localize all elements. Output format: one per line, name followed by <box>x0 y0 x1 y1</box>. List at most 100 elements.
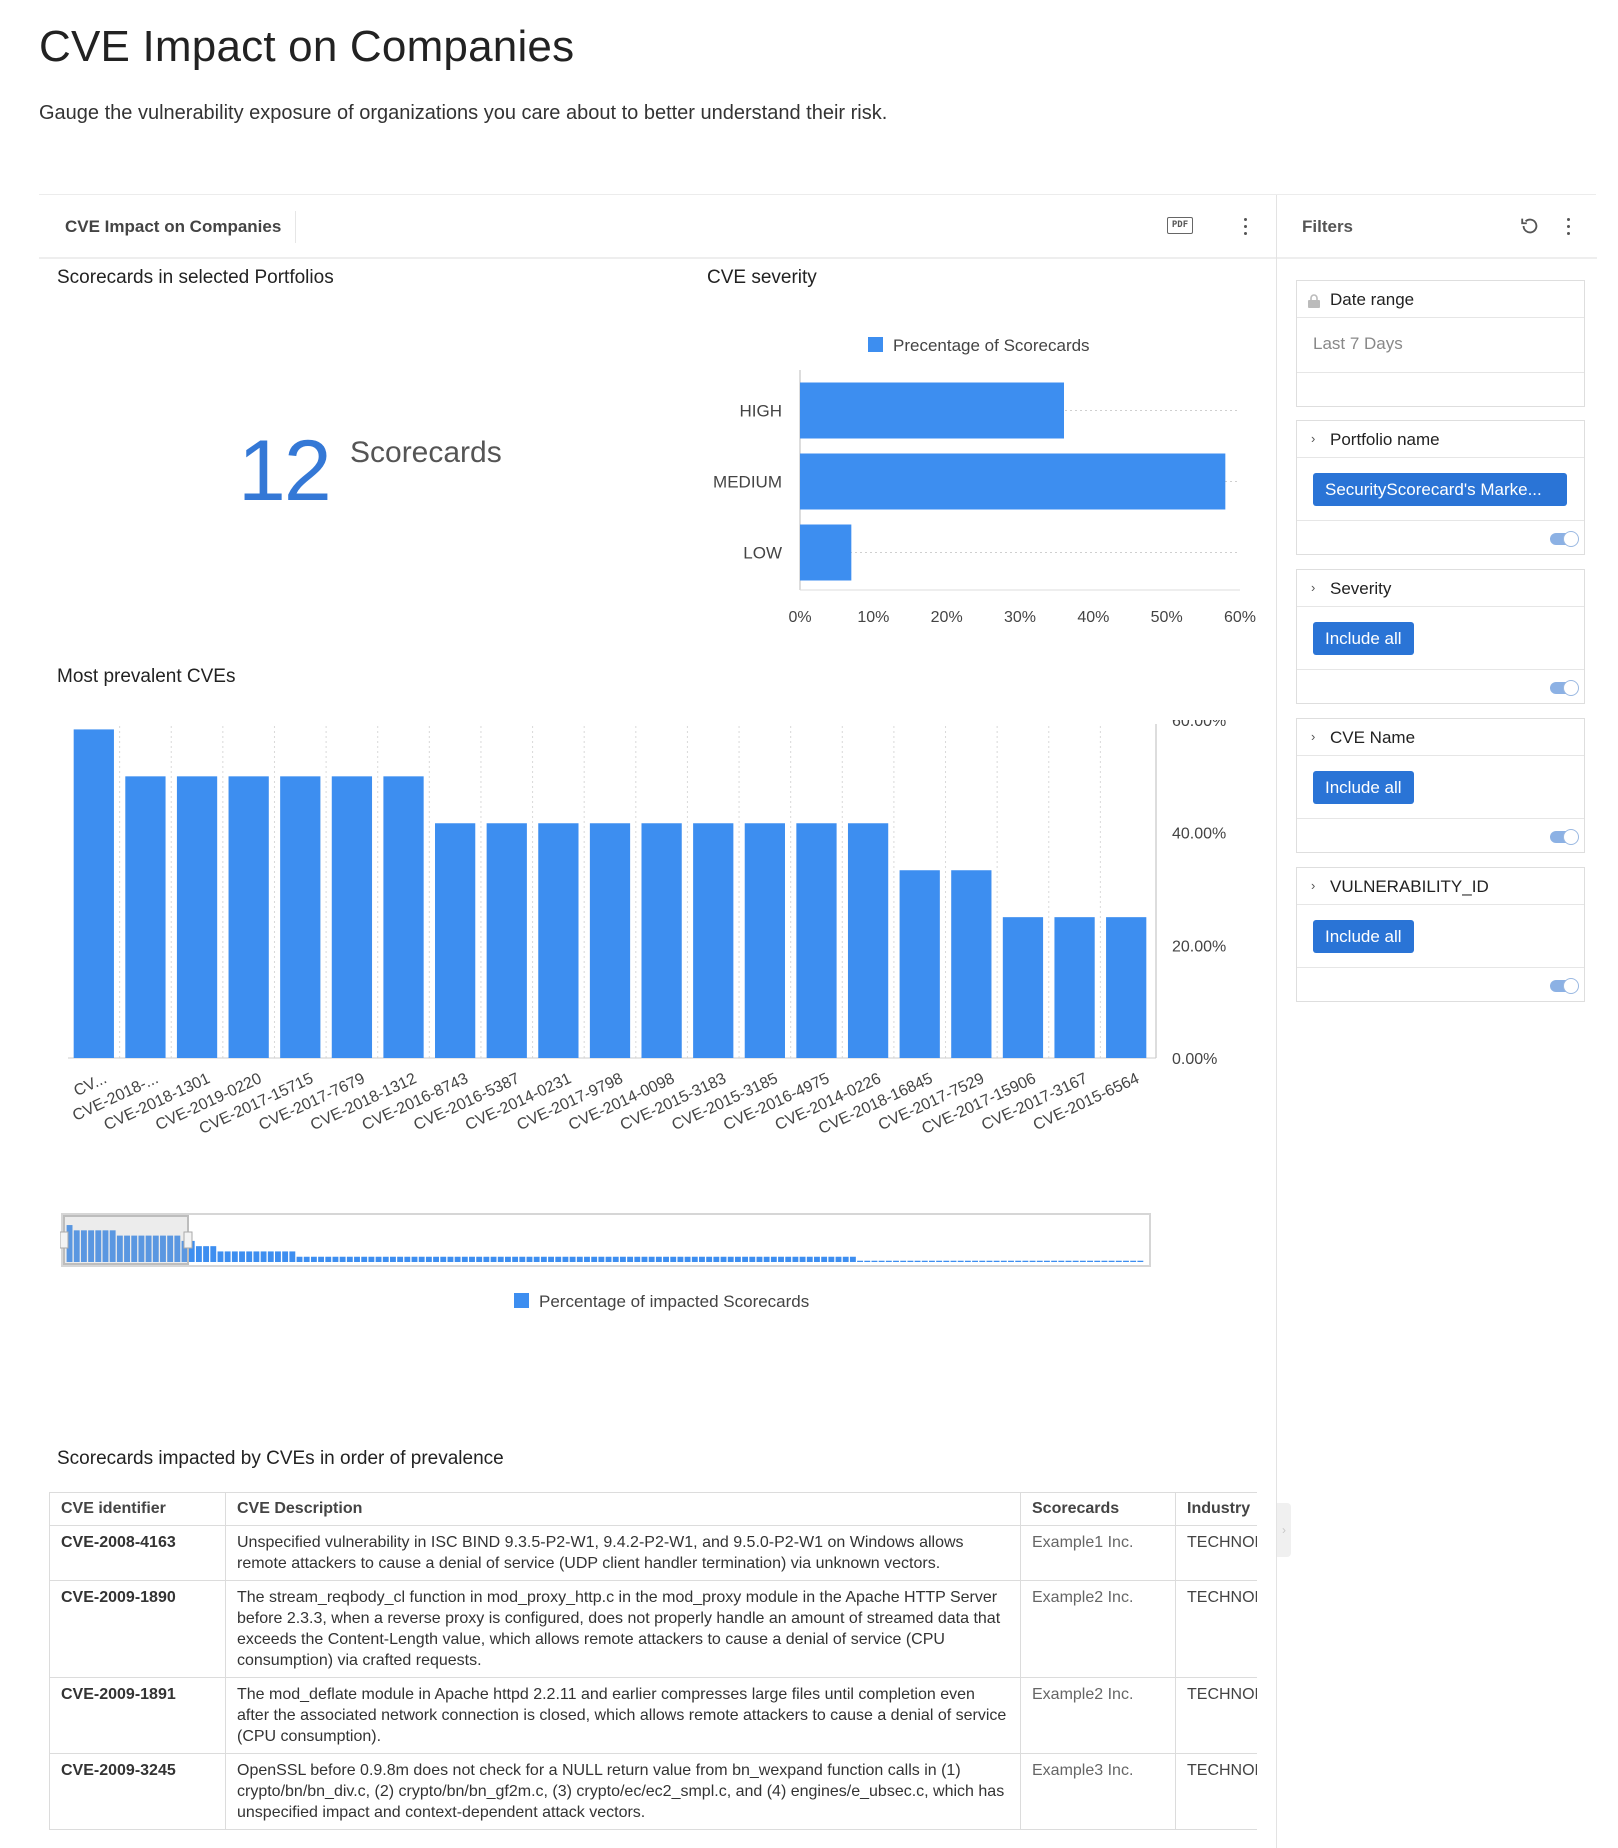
navigator-bar <box>598 1256 605 1262</box>
date-range-footer <box>1297 373 1584 406</box>
navigator-bar <box>742 1256 749 1262</box>
navigator-bar <box>80 1230 87 1262</box>
navigator-bar <box>1036 1260 1043 1262</box>
date-range-filter: Date range Last 7 Days <box>1296 280 1585 407</box>
navigator-bar <box>217 1251 224 1262</box>
vulnerability-id-values: Include all <box>1297 905 1584 968</box>
table-row[interactable]: CVE-2008-4163 Unspecified vulnerability … <box>49 1525 1257 1581</box>
cve-bar <box>951 870 992 1058</box>
column-header-scorecards[interactable]: Scorecards <box>1020 1492 1176 1526</box>
portfolio-name-values: SecurityScorecard's Marke... <box>1297 458 1584 521</box>
cve-name-filter-header[interactable]: › CVE Name <box>1297 719 1584 756</box>
navigator-bar <box>66 1225 73 1262</box>
pdf-export-icon[interactable]: PDF <box>1167 217 1193 234</box>
navigator-bar <box>821 1256 828 1262</box>
severity-filter-header[interactable]: › Severity <box>1297 570 1584 607</box>
navigator-bar <box>914 1260 921 1262</box>
industry: TECHNOLOGY <box>1175 1677 1257 1754</box>
navigator-bar <box>440 1256 447 1262</box>
navigator-bar <box>447 1256 454 1262</box>
severity-filter: › Severity Include all <box>1296 569 1585 704</box>
navigator-bar <box>957 1260 964 1262</box>
y-tick-label: 60.00% <box>1172 720 1226 730</box>
navigator-bar <box>102 1230 109 1262</box>
reset-filters-icon[interactable] <box>1519 215 1541 237</box>
column-header-cve-identifier[interactable]: CVE identifier <box>49 1492 226 1526</box>
filters-sidebar: Filters Date range Last 7 Days › Portfol… <box>1277 195 1597 1848</box>
severity-label: Severity <box>1330 579 1392 598</box>
navigator-bar <box>124 1235 130 1262</box>
navigator-bar <box>1029 1260 1036 1262</box>
x-tick-label: 60% <box>1224 609 1256 626</box>
navigator-bar <box>339 1256 346 1262</box>
cve-description: Unspecified vulnerability in ISC BIND 9.… <box>225 1525 1021 1581</box>
navigator-bar <box>131 1235 138 1262</box>
navigator-bar <box>706 1256 713 1262</box>
cve-name-label: CVE Name <box>1330 728 1416 747</box>
navigator-bar <box>1123 1260 1129 1262</box>
table-row[interactable]: CVE-2009-1890 The stream_reqbody_cl func… <box>49 1580 1257 1678</box>
navigator-bar <box>195 1246 202 1262</box>
portfolio-filter-toggle[interactable] <box>1550 531 1579 547</box>
cve-table-container[interactable]: CVE identifier CVE Description Scorecard… <box>49 1492 1257 1848</box>
navigator-bar <box>433 1256 440 1262</box>
cve-bar <box>280 776 321 1058</box>
navigator-bar <box>648 1256 655 1262</box>
cve-bar <box>1054 917 1095 1058</box>
table-row[interactable]: CVE-2009-3245 OpenSSL before 0.9.8m does… <box>49 1753 1257 1830</box>
column-header-industry[interactable]: Industry <box>1175 1492 1257 1526</box>
navigator-bar <box>145 1235 152 1262</box>
cve-bar <box>176 776 218 1058</box>
cve-bar <box>589 823 631 1058</box>
table-row[interactable]: CVE-2009-1891 The mod_deflate module in … <box>49 1677 1257 1754</box>
panel-collapse-handle[interactable]: › <box>1277 1503 1291 1557</box>
kpi-value: 12 <box>238 423 332 519</box>
severity-filter-toggle[interactable] <box>1550 680 1579 696</box>
portfolio-name-filter-header[interactable]: › Portfolio name <box>1297 421 1584 458</box>
navigator-bar <box>964 1260 971 1262</box>
navigator-bar <box>318 1256 325 1262</box>
navigator-bar <box>1072 1260 1079 1262</box>
x-tick-label: 40% <box>1077 609 1109 626</box>
vulnerability-id-filter: › VULNERABILITY_ID Include all <box>1296 867 1585 1002</box>
vulnerability-id-filter-header[interactable]: › VULNERABILITY_ID <box>1297 868 1584 905</box>
chart-range-navigator[interactable] <box>60 1212 1180 1272</box>
cve-name-filter-toggle[interactable] <box>1550 829 1579 845</box>
vulnerability-id-include-all-chip[interactable]: Include all <box>1313 920 1414 953</box>
category-label: LOW <box>743 544 782 563</box>
navigator-bar <box>504 1256 511 1262</box>
filters-more-options-icon[interactable] <box>1559 215 1579 239</box>
kpi-title: Scorecards in selected Portfolios <box>57 267 334 288</box>
navigator-bar <box>584 1256 590 1262</box>
vulnerability-id-filter-toggle[interactable] <box>1550 978 1579 994</box>
date-range-value-field[interactable]: Last 7 Days <box>1297 318 1584 373</box>
navigator-bar <box>569 1256 576 1262</box>
navigator-bar <box>814 1256 820 1262</box>
panel-more-options-icon[interactable] <box>1236 215 1256 239</box>
navigator-bar <box>950 1260 957 1262</box>
portfolio-name-footer <box>1297 521 1584 554</box>
portfolio-chip[interactable]: SecurityScorecard's Marke... <box>1313 473 1567 506</box>
panel-tab-title[interactable]: CVE Impact on Companies <box>65 217 282 236</box>
navigator-bar <box>900 1260 907 1262</box>
navigator-bar <box>1043 1260 1050 1262</box>
date-range-filter-header[interactable]: Date range <box>1297 281 1584 318</box>
navigator-bar <box>734 1256 741 1262</box>
navigator-bar <box>1065 1260 1072 1262</box>
navigator-bar <box>88 1230 95 1262</box>
chevron-right-icon[interactable]: › <box>1311 431 1316 446</box>
legend-swatch <box>514 1293 529 1308</box>
navigator-bar <box>282 1251 289 1262</box>
navigator-bar <box>397 1256 404 1262</box>
navigator-bar <box>849 1256 856 1262</box>
cve-name-include-all-chip[interactable]: Include all <box>1313 771 1414 804</box>
legend-label: Precentage of Scorecards <box>893 336 1090 355</box>
column-header-cve-description[interactable]: CVE Description <box>225 1492 1021 1526</box>
navigator-bar <box>476 1256 483 1262</box>
severity-include-all-chip[interactable]: Include all <box>1313 622 1414 655</box>
chevron-right-icon[interactable]: › <box>1311 878 1316 893</box>
chevron-right-icon[interactable]: › <box>1311 729 1316 744</box>
navigator-bar <box>655 1256 662 1262</box>
chevron-right-icon[interactable]: › <box>1311 580 1316 595</box>
x-tick-label: 30% <box>1004 609 1036 626</box>
